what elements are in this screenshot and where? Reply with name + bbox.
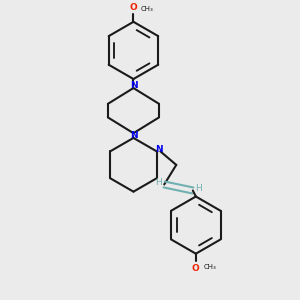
Text: CH₃: CH₃	[141, 6, 154, 12]
Text: O: O	[192, 264, 200, 273]
Text: O: O	[130, 3, 137, 12]
Text: H: H	[195, 184, 202, 193]
Text: H: H	[155, 178, 162, 187]
Text: N: N	[130, 81, 137, 90]
Text: N: N	[155, 145, 163, 154]
Text: CH₃: CH₃	[203, 264, 216, 270]
Text: N: N	[130, 131, 137, 140]
